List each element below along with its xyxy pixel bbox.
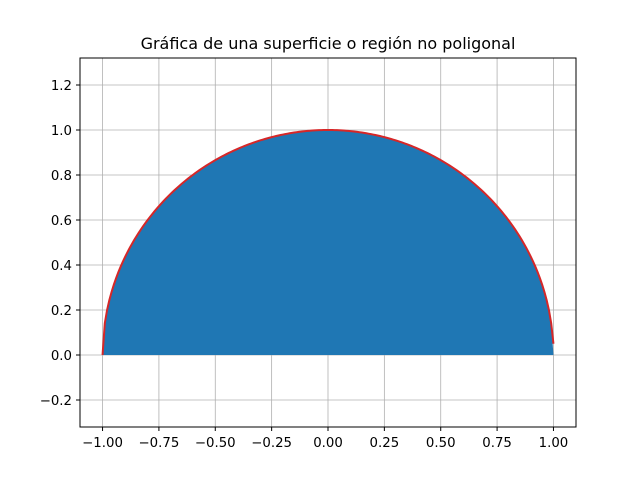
x-tick-label: 0.75 [482,436,512,451]
x-tick-label: 0.50 [426,436,456,451]
plot-series [101,128,555,356]
chart-title: Gráfica de una superficie o región no po… [141,34,516,53]
x-tick-label: −0.25 [251,436,292,451]
y-tick-label: 0.6 [51,214,72,229]
y-tick-label: 1.0 [51,124,72,139]
y-tick-label: 0.0 [51,349,72,364]
y-tick-label: 0.8 [51,169,72,184]
x-tick-label: −0.50 [195,436,236,451]
x-tick-label: −1.00 [82,436,123,451]
x-tick-label: −0.75 [139,436,180,451]
y-tick-label: 1.2 [51,79,72,94]
axis-ticks: −1.00 −0.75 −0.50 −0.25 0.00 0.25 0.50 0.75 1.00… [40,79,569,451]
x-tick-label: 1.00 [539,436,569,451]
curve-line [101,128,555,356]
y-tick-label: −0.2 [40,394,72,409]
x-tick-label: 0.25 [370,436,400,451]
y-tick-label: 0.2 [51,304,72,319]
x-tick-label: 0.00 [313,436,343,451]
filled-region [102,130,554,355]
y-tick-label: 0.4 [51,259,72,274]
